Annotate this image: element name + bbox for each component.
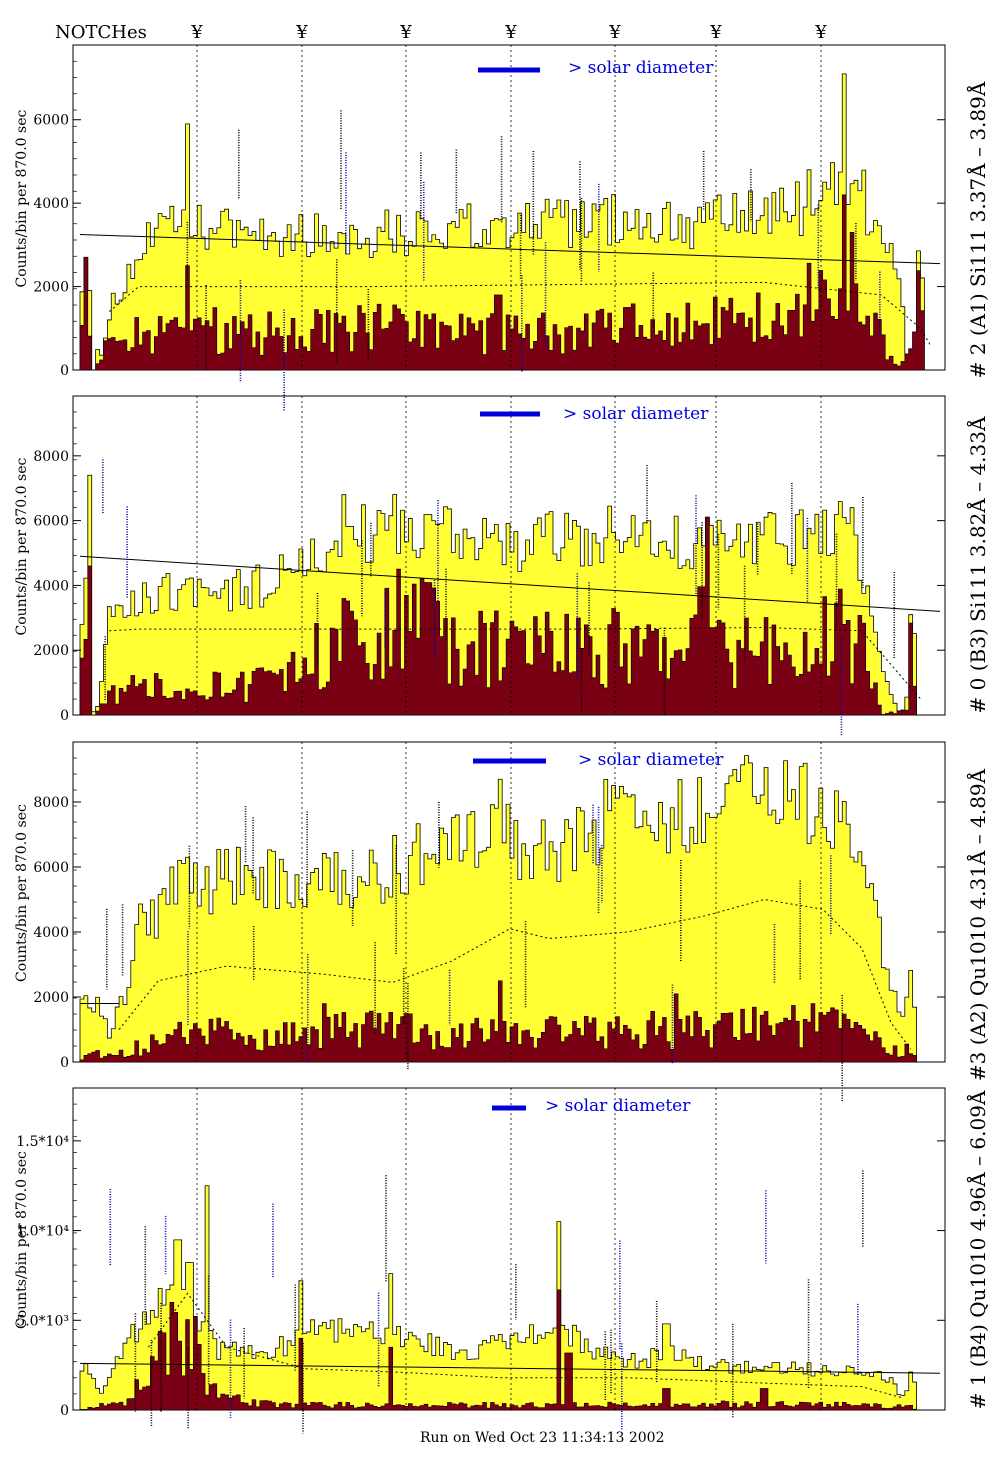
notch-markers: ¥ ¥ ¥ ¥ ¥ ¥ ¥ — [190, 22, 827, 43]
dashed-model-curve — [118, 898, 912, 1050]
notch-marker-0: ¥ — [190, 22, 203, 43]
dark-histogram — [79, 194, 940, 371]
notch-marker-1: ¥ — [295, 22, 308, 43]
notches-label: NOTCHes — [55, 22, 147, 43]
y-axis-label: Counts/bin per 870.0 sec — [14, 110, 30, 288]
dashed-model-curve — [148, 1292, 902, 1398]
notch-marker-6: ¥ — [814, 22, 827, 43]
run-timestamp: Run on Wed Oct 23 11:34:13 2002 — [420, 1430, 664, 1446]
notch-marker-3: ¥ — [504, 22, 517, 43]
solar-diameter-legend: > solar diameter — [563, 404, 709, 424]
y-tick-label: 8000 — [33, 795, 69, 811]
y-tick-label: 4000 — [33, 196, 69, 212]
y-axis-label: Counts/bin per 870.0 sec — [14, 804, 30, 982]
dashed-model-curve — [108, 281, 931, 346]
fit-line — [79, 1362, 941, 1374]
y-tick-label: 6000 — [33, 113, 69, 129]
notch-marker-5: ¥ — [709, 22, 722, 43]
y-tick-label: 8000 — [33, 449, 69, 465]
notch-marker-4: ¥ — [608, 22, 621, 43]
y-tick-label: 2000 — [33, 990, 69, 1006]
solar-diameter-legend: > solar diameter — [578, 750, 724, 770]
y-tick-label: 2000 — [33, 280, 69, 296]
solar-diameter-legend: > solar diameter — [568, 58, 714, 78]
y-axis-label: Counts/bin per 870.0 sec — [14, 458, 30, 636]
y-tick-label: 4000 — [33, 578, 69, 594]
panel-label: #3 (A2) Qu1010 4.31Å – 4.89Å — [965, 768, 990, 1081]
counts-histogram — [79, 1185, 940, 1411]
y-tick-label: 0 — [60, 1055, 69, 1071]
notch-marker-2: ¥ — [399, 22, 412, 43]
fit-line — [79, 233, 941, 265]
y-tick-label: 1.5*10⁴ — [16, 1134, 69, 1150]
y-tick-label: 0 — [60, 1403, 69, 1419]
y-tick-label: 6000 — [33, 514, 69, 530]
y-tick-label: 1.0*10⁴ — [16, 1224, 69, 1240]
y-tick-label: 2000 — [33, 643, 69, 659]
y-tick-label: 0 — [60, 363, 69, 379]
y-tick-label: 6000 — [33, 860, 69, 876]
dark-histogram — [79, 1289, 940, 1411]
solar-diameter-legend: > solar diameter — [545, 1096, 691, 1116]
y-axis-label: Counts/bin per 870.0 sec — [14, 1151, 30, 1329]
counts-histogram — [79, 73, 940, 371]
y-tick-label: 4000 — [33, 925, 69, 941]
panel-label: # 1 (B4) Qu1010 4.96Å – 6.09Å — [965, 1090, 990, 1409]
y-tick-label: 0 — [60, 708, 69, 724]
y-tick-label: 5.0*10³ — [16, 1313, 69, 1329]
fit-line — [79, 555, 941, 612]
dark-histogram — [79, 516, 940, 716]
counts-histogram — [79, 755, 940, 1063]
panel-label: # 2 (A1) Si111 3.37Å – 3.89Å — [965, 81, 990, 378]
panel-label: # 0 (B3) Si111 3.82Å – 4.33Å — [965, 416, 990, 713]
dark-histogram — [79, 980, 940, 1063]
